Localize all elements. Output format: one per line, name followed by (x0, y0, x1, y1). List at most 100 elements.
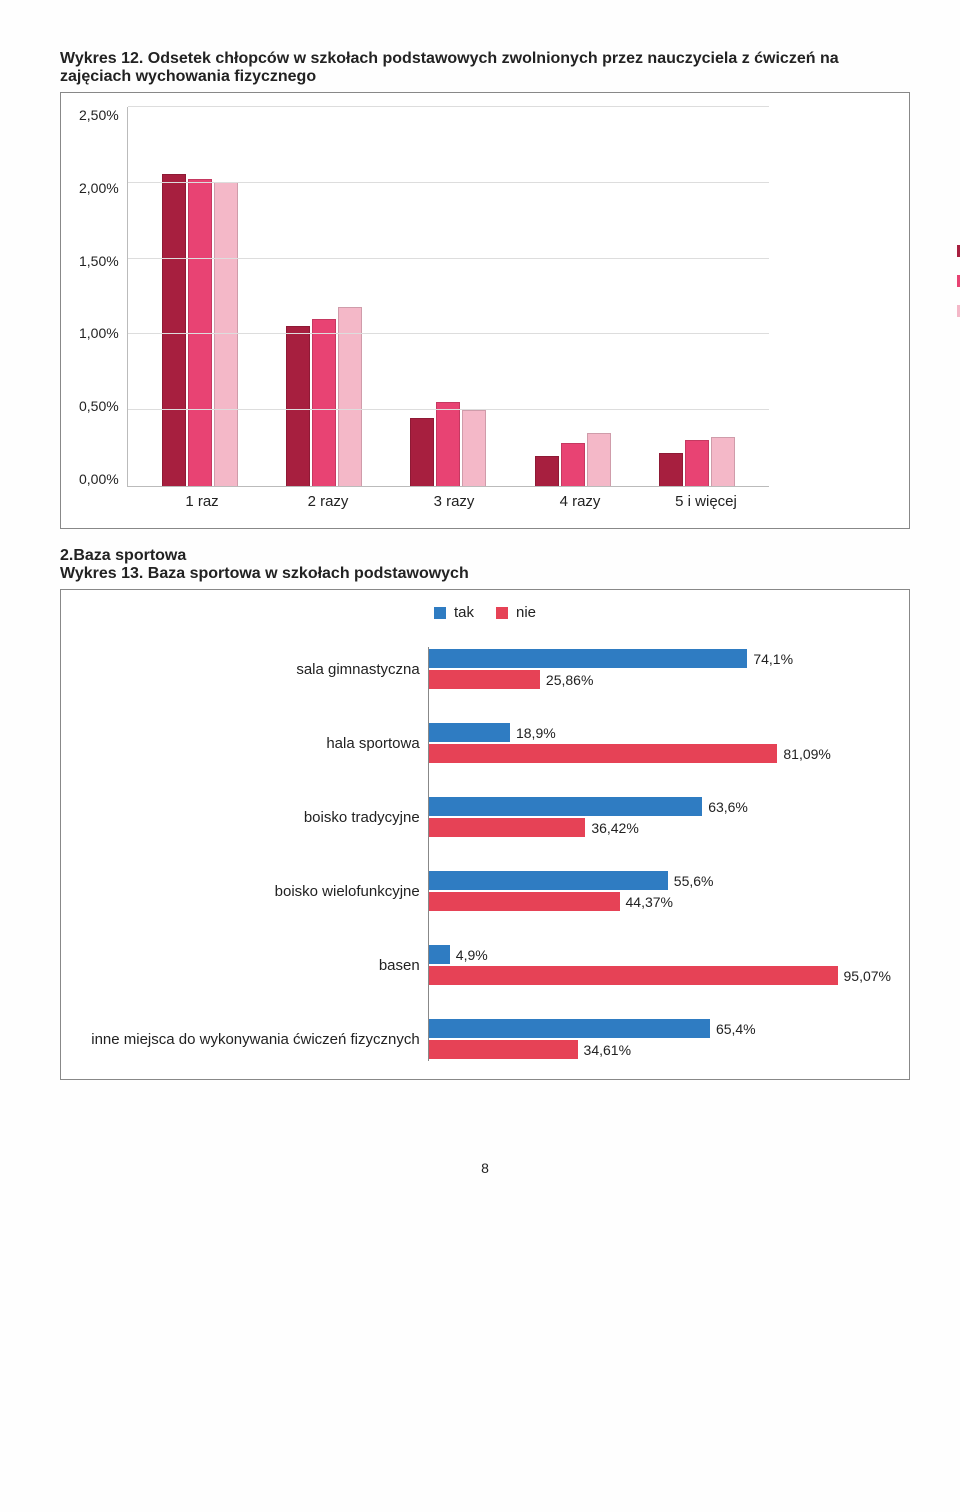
legend-swatch-icon (434, 607, 446, 619)
chart2-row-label: basen (379, 943, 420, 987)
chart2-bar-line: 44,37% (429, 892, 891, 911)
chart1-x-tick: 3 razy (409, 493, 499, 510)
chart1-x-tick: 2 razy (283, 493, 373, 510)
chart2-bar-tak (429, 723, 510, 742)
chart1-title-prefix: Wykres 12. (60, 50, 148, 67)
chart1-bar (312, 319, 336, 486)
chart2-frame: tak nie sala gimnastyczna hala sportowa boi… (60, 589, 910, 1080)
chart2-value-label: 44,37% (626, 894, 673, 910)
chart1-group (528, 433, 618, 486)
page-number: 8 (60, 1160, 910, 1176)
chart1-bar (286, 326, 310, 486)
chart2-value-label: 81,09% (783, 746, 830, 762)
chart2-value-label: 63,6% (708, 799, 748, 815)
chart2-bar-line: 95,07% (429, 966, 891, 985)
chart1-title: Wykres 12. Odsetek chłopców w szkołach p… (60, 50, 910, 86)
chart1-bar (659, 453, 683, 486)
chart2-bar-tak (429, 945, 450, 964)
chart2-bar-tak (429, 797, 702, 816)
chart1-group (652, 437, 742, 486)
chart2-row: 18,9% 81,09% (429, 721, 891, 765)
chart1-bar (436, 402, 460, 486)
chart1-y-tick: 2,00% (79, 180, 119, 196)
chart2-row-label: hala sportowa (326, 721, 419, 765)
chart1-group (155, 174, 245, 486)
chart2-bar-nie (429, 892, 620, 911)
chart2-bar-line: 81,09% (429, 744, 891, 763)
chart1-x-tick: 5 i więcej (661, 493, 751, 510)
chart1-x-tick: 4 razy (535, 493, 625, 510)
chart2-row-label: boisko tradycyjne (304, 795, 420, 839)
chart2-row: 74,1% 25,86% (429, 647, 891, 691)
chart1-gridline (128, 409, 769, 410)
chart1-bar (535, 456, 559, 486)
chart2-bar-line: 34,61% (429, 1040, 891, 1059)
chart2-value-label: 74,1% (753, 651, 793, 667)
chart1-y-axis: 2,50% 2,00% 1,50% 1,00% 0,50% 0,00% (79, 107, 119, 487)
chart2-bar-nie (429, 670, 540, 689)
chart2-bar-line: 36,42% (429, 818, 891, 837)
chart2-bar-line: 4,9% (429, 945, 891, 964)
chart2-bar-nie (429, 744, 778, 763)
chart1-title-rest: Odsetek chłopców w szkołach podstawowych… (60, 50, 839, 85)
chart2-bar-nie (429, 966, 838, 985)
chart2-value-label: 95,07% (844, 968, 891, 984)
chart1-gridline (128, 182, 769, 183)
legend-label: tak (454, 604, 474, 621)
chart2-body: sala gimnastyczna hala sportowa boisko tra… (79, 647, 891, 1061)
chart1-group (403, 402, 493, 486)
chart1-x-labels: 1 raz 2 razy 3 razy 4 razy 5 i więcej (139, 493, 769, 510)
chart2-bar-line: 25,86% (429, 670, 891, 689)
chart2-value-label: 25,86% (546, 672, 593, 688)
chart2-row-label: inne miejsca do wykonywania ćwiczeń fizy… (91, 1017, 419, 1061)
chart1-bar (685, 440, 709, 486)
chart2-bar-line: 74,1% (429, 649, 891, 668)
legend-label: nie (516, 604, 536, 621)
chart2-value-label: 65,4% (716, 1021, 756, 1037)
chart2-row: 55,6%44,37% (429, 869, 891, 913)
chart2-legend-item: nie (496, 604, 536, 621)
chart1-bar (162, 174, 186, 486)
section2-heading: 2.Baza sportowa (60, 547, 910, 565)
chart2-value-label: 18,9% (516, 725, 556, 741)
chart1-bar (587, 433, 611, 486)
chart1-x-tick: 1 raz (157, 493, 247, 510)
chart1-bar (561, 443, 585, 486)
chart2-value-label: 34,61% (584, 1042, 631, 1058)
chart2-row: 63,6% 36,42% (429, 795, 891, 839)
chart2-row: 65,4% 34,61% (429, 1017, 891, 1061)
chart2-plot-area: 74,1% 25,86% 18,9% 81,09% 63,6% 36,42% 55,6%44… (428, 647, 891, 1061)
chart2-bar-tak (429, 1019, 710, 1038)
chart2-value-label: 36,42% (591, 820, 638, 836)
chart2-value-label: 4,9% (456, 947, 488, 963)
chart1-frame: 2,50% 2,00% 1,50% 1,00% 0,50% 0,00% 1 raz 2 ra… (60, 92, 910, 529)
chart1-gridline (128, 106, 769, 107)
chart2-value-label: 55,6% (674, 873, 714, 889)
chart1-plot-wrap: 2,50% 2,00% 1,50% 1,00% 0,50% 0,00% (79, 107, 769, 487)
chart1-y-tick: 0,50% (79, 398, 119, 414)
chart2-bar-line: 65,4% (429, 1019, 891, 1038)
chart2-bar-nie (429, 818, 586, 837)
chart2-bar-line: 63,6% (429, 797, 891, 816)
chart1-y-tick: 1,00% (79, 325, 119, 341)
chart2-title: Wykres 13. Baza sportowa w szkołach pods… (60, 565, 910, 583)
chart2-bar-nie (429, 1040, 578, 1059)
chart1-gridline (128, 333, 769, 334)
chart1-bar-groups (128, 107, 769, 486)
chart2-bar-line: 18,9% (429, 723, 891, 742)
chart1-bar (711, 437, 735, 486)
chart2-bar-tak (429, 649, 748, 668)
chart1-y-tick: 0,00% (79, 471, 119, 487)
chart2-row-label: sala gimnastyczna (296, 647, 419, 691)
chart1-plot-area (127, 107, 769, 487)
chart1-y-tick: 2,50% (79, 107, 119, 123)
chart2-row-label: boisko wielofunkcyjne (275, 869, 420, 913)
chart2-row-labels: sala gimnastyczna hala sportowa boisko tra… (79, 647, 428, 1061)
chart1-y-tick: 1,50% (79, 253, 119, 269)
chart2-legend: tak nie (79, 604, 891, 621)
chart2-bar-line: 55,6% (429, 871, 891, 890)
chart1-bar (410, 418, 434, 486)
chart2-row: 4,9% 95,07% (429, 943, 891, 987)
chart2-legend-item: tak (434, 604, 474, 621)
chart1-bar (462, 410, 486, 486)
